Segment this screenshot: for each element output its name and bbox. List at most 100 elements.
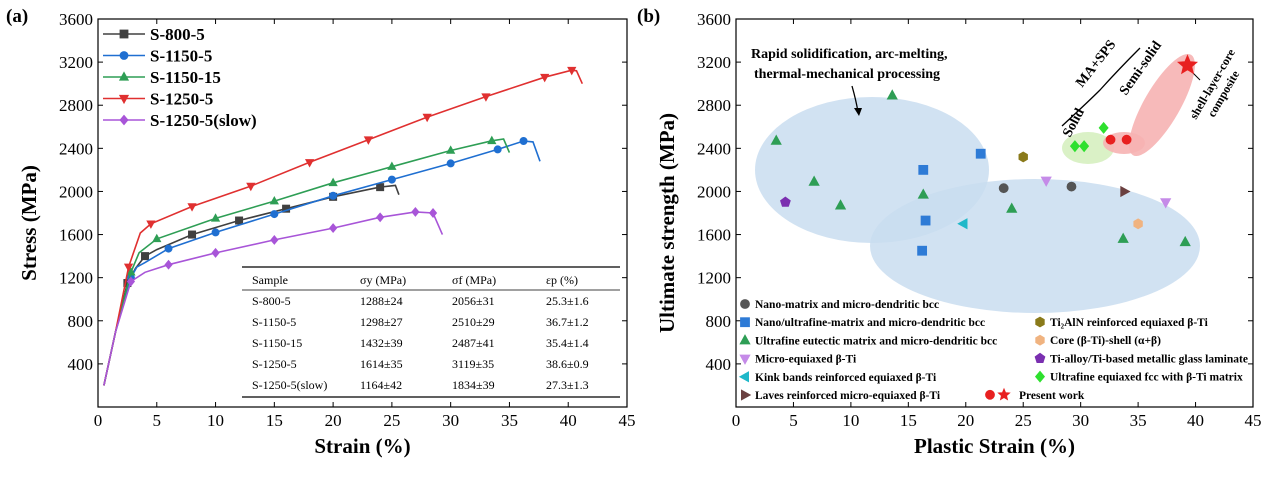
x-tick-label: 30 [1072,411,1089,430]
data-point [917,188,929,199]
legend-label: S-1250-5 [150,90,213,109]
legend-marker [1035,334,1045,346]
legend-marker [739,334,751,345]
data-point [1098,121,1109,134]
data-point [1105,134,1116,145]
data-point [1120,185,1131,198]
legend-marker [997,387,1011,401]
x-tick-label: 40 [560,411,577,430]
x-tick-label: 35 [1130,411,1147,430]
y-tick-label: 800 [706,312,732,331]
data-point [834,199,847,210]
table-header-cell: εp (%) [546,273,578,287]
legend-marker [741,389,752,401]
table-cell: S-1250-5(slow) [252,378,327,392]
legend-label: Nano/ultrafine-matrix and micro-dendriti… [755,317,985,329]
table-cell: 2056±31 [452,294,495,308]
legend-marker [118,94,130,105]
y-tick-label: 2400 [697,139,731,158]
y-axis-label: Ultimate strength (MPa) [655,113,679,333]
data-point [210,213,221,222]
data-point [387,161,397,170]
legend-label: S-1150-5 [150,47,212,66]
y-tick-label: 3600 [59,10,93,29]
y-tick-label: 400 [706,355,732,374]
table-cell: 1432±39 [360,336,403,350]
data-point [387,175,396,184]
legend-label: Kink bands reinforced equiaxed β-Ti [755,372,937,384]
y-tick-label: 2400 [59,139,93,158]
data-point [920,215,931,226]
region-semi-solid [1129,53,1195,157]
table-cell: 25.3±1.6 [546,294,589,308]
table-cell: 27.3±1.3 [546,378,589,392]
data-point [328,223,338,234]
x-tick-label: 5 [153,411,162,430]
table-cell: 2487±41 [452,336,495,350]
data-point [770,134,782,145]
data-point [270,210,279,219]
data-point [1066,181,1077,192]
legend-label: Ultrafine equiaxed fcc with β-Ti matrix [1050,372,1243,384]
legend-label: Core (β-Ti)-shell (α+β) [1050,335,1161,347]
y-tick-label: 2800 [59,96,93,115]
table-cell: 1298±27 [360,315,403,329]
annotation-text: MA+SPS [1073,37,1119,90]
legend-marker [740,317,750,328]
data-point [211,247,220,258]
legend-marker [119,114,129,126]
legend-label: Present work [1019,390,1085,402]
legend-label: Ti₂AlN reinforced equiaxed β-Ti [1050,317,1209,329]
table-cell: 36.7±1.2 [546,315,589,329]
data-point [126,276,136,287]
series-7 [1133,218,1143,230]
x-tick-label: 25 [1015,411,1032,430]
panel-a-stress-strain: 0 5 10 15 20 25 30 35 40 45 400 800 1200 1600 2000 2400… [6,6,636,458]
annotation-text: Rapid solidification, arc-melting, [751,47,948,62]
panel-label: (b) [637,6,660,27]
data-point [917,245,928,256]
x-tick-label: 45 [619,411,636,430]
series-10 [1105,54,1199,145]
legend-marker [1034,352,1046,363]
data-point-star [1177,54,1199,75]
x-tick-label: 20 [957,411,974,430]
data-point [1121,134,1132,145]
data-point [1069,140,1080,153]
region-shading [755,53,1200,313]
series-5 [1120,185,1131,198]
table-header-cell: σy (MPa) [360,273,406,287]
x-tick-label: 45 [1245,411,1262,430]
y-tick-label: 3200 [697,53,731,72]
x-tick-label: 15 [266,411,283,430]
table-cell: 1614±35 [360,357,403,371]
x-tick-label: 35 [501,411,518,430]
data-point [1006,202,1018,213]
data-point [975,148,986,159]
properties-table: Sample σy (MPa) σf (MPa) εp (%) S-800-5 1288±… [242,266,620,398]
series-4 [957,218,968,230]
data-point [270,234,279,245]
data-point [519,137,528,146]
data-point [957,218,968,230]
table-header-cell: σf (MPa) [452,273,496,287]
y-tick-label: 1600 [697,226,731,245]
legend-label: Laves reinforced micro-equiaxed β-Ti [755,390,941,402]
data-point [269,195,279,205]
x-tick-label: 40 [1187,411,1204,430]
data-point [808,175,820,186]
annotation-text: thermal-mechanical processing [754,67,940,82]
data-point [422,113,432,123]
region-conventional [870,179,1200,313]
data-point [567,66,577,76]
legend-label: Nano-matrix and micro-dendritic bcc [755,299,939,311]
series-s-1250-5 [103,66,584,386]
data-point [1133,218,1143,230]
data-point [1179,235,1191,247]
data-point [411,206,420,217]
y-tick-label: 2000 [59,182,93,201]
table-cell: 2510±29 [452,315,495,329]
table-cell: S-1150-15 [252,336,302,350]
annotation-brace [1061,47,1141,127]
